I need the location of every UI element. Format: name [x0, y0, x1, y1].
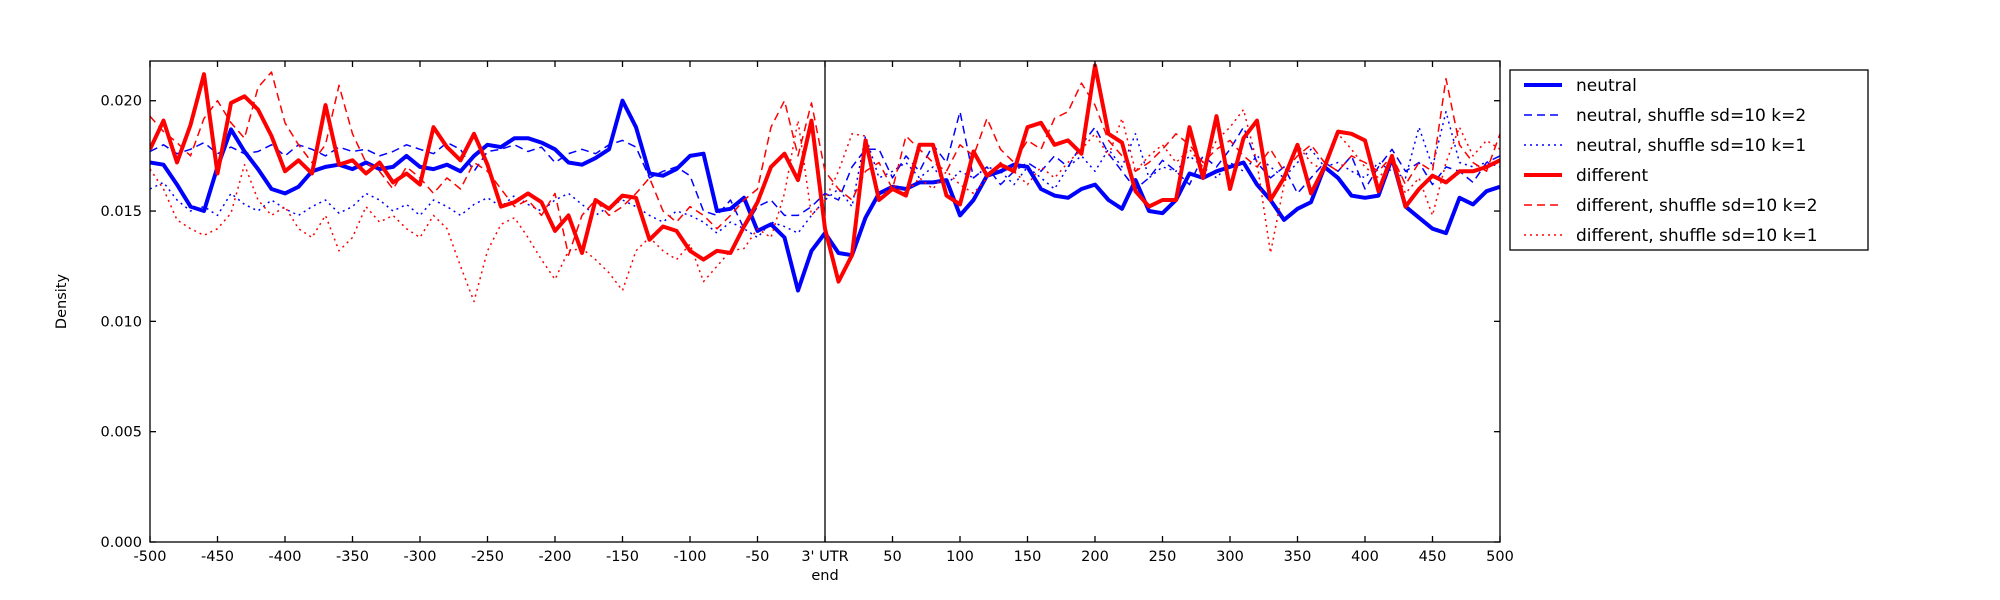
x-tick-label: -150 — [606, 549, 639, 565]
x-tick-label: -400 — [269, 549, 302, 565]
legend-label: different — [1576, 166, 1649, 186]
legend-label: neutral — [1576, 76, 1637, 96]
x-tick-label: -500 — [134, 549, 167, 565]
x-tick-label: 3' UTR — [801, 549, 848, 565]
y-tick-label: 0.015 — [100, 204, 142, 220]
y-tick-label: 0.010 — [100, 314, 142, 330]
legend-box — [1509, 69, 1869, 251]
legend-label: different, shuffle sd=10 k=1 — [1576, 226, 1818, 246]
x-tick-label: 400 — [1351, 549, 1379, 565]
series-line-3 — [150, 63, 1500, 284]
x-tick-label: 150 — [1014, 549, 1042, 565]
legend-label: different, shuffle sd=10 k=2 — [1576, 196, 1818, 216]
y-tick-label: 0.005 — [100, 425, 142, 441]
legend-label: neutral, shuffle sd=10 k=2 — [1576, 106, 1806, 126]
x-tick-label: -450 — [201, 549, 234, 565]
series-line-5 — [150, 108, 1500, 303]
x-tick-label: -50 — [746, 549, 770, 565]
y-tick-label: 0.020 — [100, 94, 142, 110]
x-axis-label: end — [811, 568, 838, 584]
x-tick-label: 500 — [1486, 549, 1514, 565]
x-tick-label: 200 — [1081, 549, 1109, 565]
x-tick-label: 300 — [1216, 549, 1244, 565]
legend-entry-0: neutral — [1524, 76, 1637, 96]
y-axis-label: Density — [54, 274, 70, 330]
x-tick-label: -300 — [404, 549, 437, 565]
legend-entry-3: different — [1524, 166, 1649, 186]
series-line-4 — [150, 71, 1500, 256]
legend-entry-4: different, shuffle sd=10 k=2 — [1524, 196, 1818, 216]
x-tick-label: -100 — [674, 549, 707, 565]
legend-entry-1: neutral, shuffle sd=10 k=2 — [1524, 106, 1806, 126]
x-tick-label: 250 — [1149, 549, 1177, 565]
legend-entry-2: neutral, shuffle sd=10 k=1 — [1524, 136, 1806, 156]
x-tick-label: 50 — [883, 549, 901, 565]
x-tick-label: 100 — [946, 549, 974, 565]
x-tick-label: 450 — [1419, 549, 1447, 565]
x-tick-label: -250 — [471, 549, 504, 565]
legend-label: neutral, shuffle sd=10 k=1 — [1576, 136, 1806, 156]
x-tick-label: -350 — [336, 549, 369, 565]
plot-area — [150, 63, 1500, 303]
y-tick-label: 0.000 — [100, 535, 142, 551]
x-tick-label: 350 — [1284, 549, 1312, 565]
x-tick-label: -200 — [539, 549, 572, 565]
legend: neutral neutral, shuffle sd=10 k=2 neutral… — [1509, 69, 1869, 251]
legend-entry-5: different, shuffle sd=10 k=1 — [1524, 226, 1818, 246]
series-line-1 — [150, 110, 1500, 230]
